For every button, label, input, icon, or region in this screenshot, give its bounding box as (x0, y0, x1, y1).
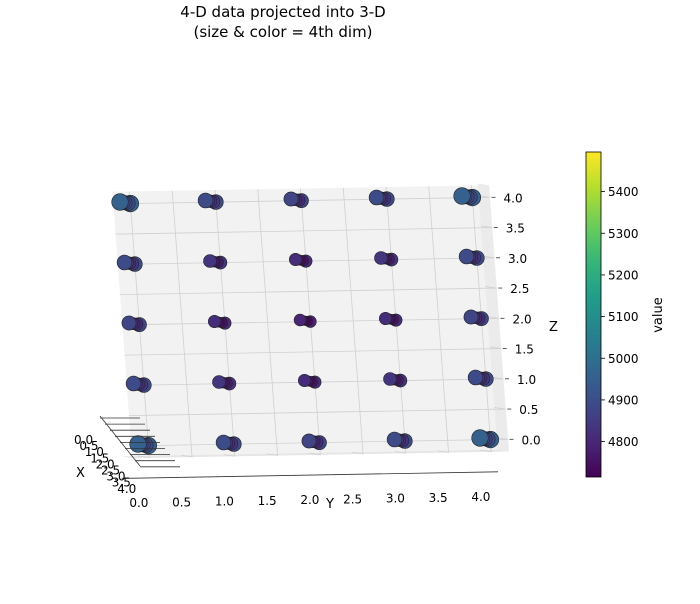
colorbar-tick-label: 4800 (608, 435, 639, 449)
data-point (374, 251, 388, 265)
scatter-points (111, 187, 500, 455)
z-tick-label: 3.5 (506, 222, 525, 236)
grid-line-y-floor (480, 449, 492, 453)
z-tick-label: 1.5 (515, 343, 534, 357)
grid-line-y (342, 187, 364, 454)
y-axis-label: Y (325, 497, 334, 512)
y-tick-label: 0.5 (172, 495, 191, 509)
z-tick-label: 2.0 (513, 312, 532, 326)
z-tick-label: 0.0 (522, 433, 541, 447)
colorbar-tick-label: 5300 (608, 227, 639, 241)
data-point (129, 435, 147, 453)
grid-line-y-floor (352, 451, 364, 455)
grid-line-y-floor (394, 451, 407, 454)
data-point (293, 313, 307, 327)
grid-line-z (120, 287, 497, 296)
grid-line-z-side (494, 406, 506, 410)
data-point (383, 372, 397, 386)
y-tick-label: 1.5 (258, 494, 277, 508)
grid-line-z-side (492, 376, 504, 380)
data-point (111, 193, 129, 211)
data-point (212, 375, 226, 389)
y-tick-label: 4.0 (471, 490, 490, 504)
data-point (203, 254, 217, 268)
colorbar-label: value (651, 297, 666, 333)
y-tick-label: 0.0 (129, 496, 148, 510)
x-tick-label: 4.0 (117, 482, 136, 496)
data-point (208, 314, 222, 328)
data-point (378, 311, 392, 325)
grid-line-y-floor (437, 450, 450, 453)
z-tick-label: 4.0 (504, 191, 523, 205)
colorbar-gradient (585, 151, 602, 478)
grid-line-y-floor (309, 452, 321, 456)
z-tick-label: 1.0 (517, 373, 536, 387)
data-point (297, 373, 311, 387)
data-point (301, 433, 317, 449)
x-tick-label: 0.0 (74, 433, 93, 447)
axes-ticks: 0.0 0.5 1.0 1.5 2.0 2.5 3.0 3.5 4.00.00.51.01.52… (74, 191, 541, 510)
y-tick-label: 2.0 (300, 493, 319, 507)
grid-line-y-floor (181, 454, 193, 458)
colorbar-tick-label: 4900 (608, 393, 639, 407)
grid-line-y-floor (138, 455, 150, 459)
x-tick-label: 1.5 (90, 451, 109, 465)
data-point (467, 369, 484, 386)
y-tick-label: 2.5 (343, 492, 362, 506)
colorbar: 4800 4900 5000 5100 5200 5300 5400 (585, 151, 639, 478)
grid-line-z-side (480, 225, 493, 229)
data-point (471, 429, 489, 447)
y-tick-label: 3.5 (429, 491, 448, 505)
chart-title-line1: 4-D data projected into 3-D (180, 3, 385, 21)
grid-line-z-side (487, 316, 500, 319)
y-tick-label: 1.0 (215, 495, 234, 509)
x-tick-label: 3.5 (112, 476, 131, 490)
z-tick-label: 2.5 (510, 282, 529, 296)
grid-line-y (428, 186, 449, 453)
colorbar-tick-label: 5400 (608, 185, 639, 199)
chart-title-line2: (size & color = 4th dim) (193, 23, 372, 41)
x-tick-label: 2.0 (96, 457, 115, 471)
grid-line-z-side (489, 346, 502, 350)
y-axis-line (121, 471, 499, 479)
x-axis-label: X (76, 466, 85, 481)
data-point (197, 192, 214, 209)
z-tick-label: 0.5 (519, 403, 538, 417)
x-tick-label: 0.5 (79, 439, 98, 453)
data-point (463, 309, 479, 325)
data-point (283, 191, 299, 207)
data-point (125, 375, 142, 392)
grid-line-y-floor (223, 454, 236, 457)
x-tick-label: 1.0 (85, 445, 104, 459)
x-tick-label: 2.5 (101, 464, 120, 478)
z-axis-label: Z (549, 320, 558, 335)
grid-line-z-side (483, 255, 495, 259)
data-point (386, 431, 403, 448)
data-point (215, 434, 232, 451)
y-tick-label: 3.0 (386, 492, 405, 506)
data-point (288, 253, 302, 267)
z-tick-label: 3.0 (508, 252, 527, 266)
grid-line-y-floor (266, 453, 279, 456)
data-point (453, 187, 471, 205)
colorbar-tick-label: 5200 (608, 268, 639, 282)
x-tick-label: 3.0 (106, 470, 125, 484)
grid-line-z-side (485, 285, 497, 289)
data-point (368, 189, 385, 206)
data-point (121, 315, 137, 331)
data-point (116, 254, 133, 271)
data-point (458, 248, 475, 265)
colorbar-tick-label: 5000 (608, 352, 639, 366)
grid-line-z (115, 227, 492, 235)
colorbar-tick-label: 5100 (608, 310, 639, 324)
